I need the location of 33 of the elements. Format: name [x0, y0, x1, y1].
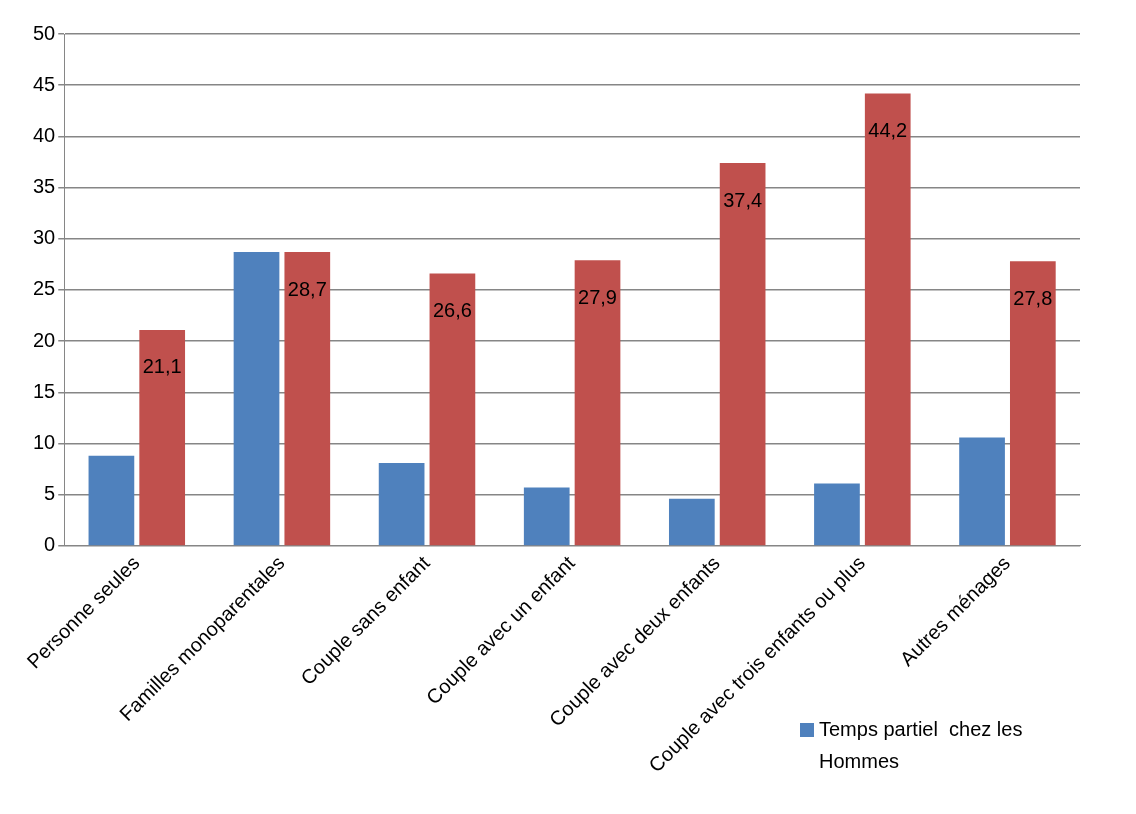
data-label: 28,7	[287, 277, 327, 300]
data-label: 44,2	[868, 118, 908, 141]
bar	[719, 163, 766, 546]
y-tick-label: 40	[33, 123, 56, 146]
y-tick-label: 20	[33, 328, 56, 351]
legend-label: Temps partiel chez les Hommes	[819, 717, 1023, 772]
data-label: 21,1	[142, 355, 182, 378]
bar	[139, 329, 186, 546]
bar	[233, 252, 280, 546]
y-tick-label: 50	[33, 21, 56, 44]
bar	[88, 455, 135, 546]
bar	[959, 437, 1005, 546]
bar	[378, 462, 425, 546]
data-label: 26,6	[432, 299, 472, 322]
y-tick-label: 35	[33, 175, 56, 198]
y-tick-label: 0	[44, 533, 56, 556]
data-label: 27,8	[1013, 286, 1053, 309]
bar	[284, 252, 331, 546]
y-tick-label: 5	[44, 482, 56, 505]
bar	[523, 487, 570, 546]
y-tick-label: 30	[33, 226, 56, 249]
bar	[814, 483, 860, 546]
y-tick-label: 15	[33, 379, 56, 402]
y-tick-label: 25	[33, 277, 56, 300]
data-label: 37,4	[723, 188, 763, 211]
bar	[864, 93, 911, 546]
data-label: 27,9	[578, 285, 617, 308]
bar	[668, 498, 715, 546]
bar	[429, 273, 476, 546]
bar	[1009, 261, 1056, 546]
bar	[574, 260, 621, 546]
y-tick-label: 10	[33, 431, 56, 454]
y-tick-label: 45	[33, 72, 56, 95]
